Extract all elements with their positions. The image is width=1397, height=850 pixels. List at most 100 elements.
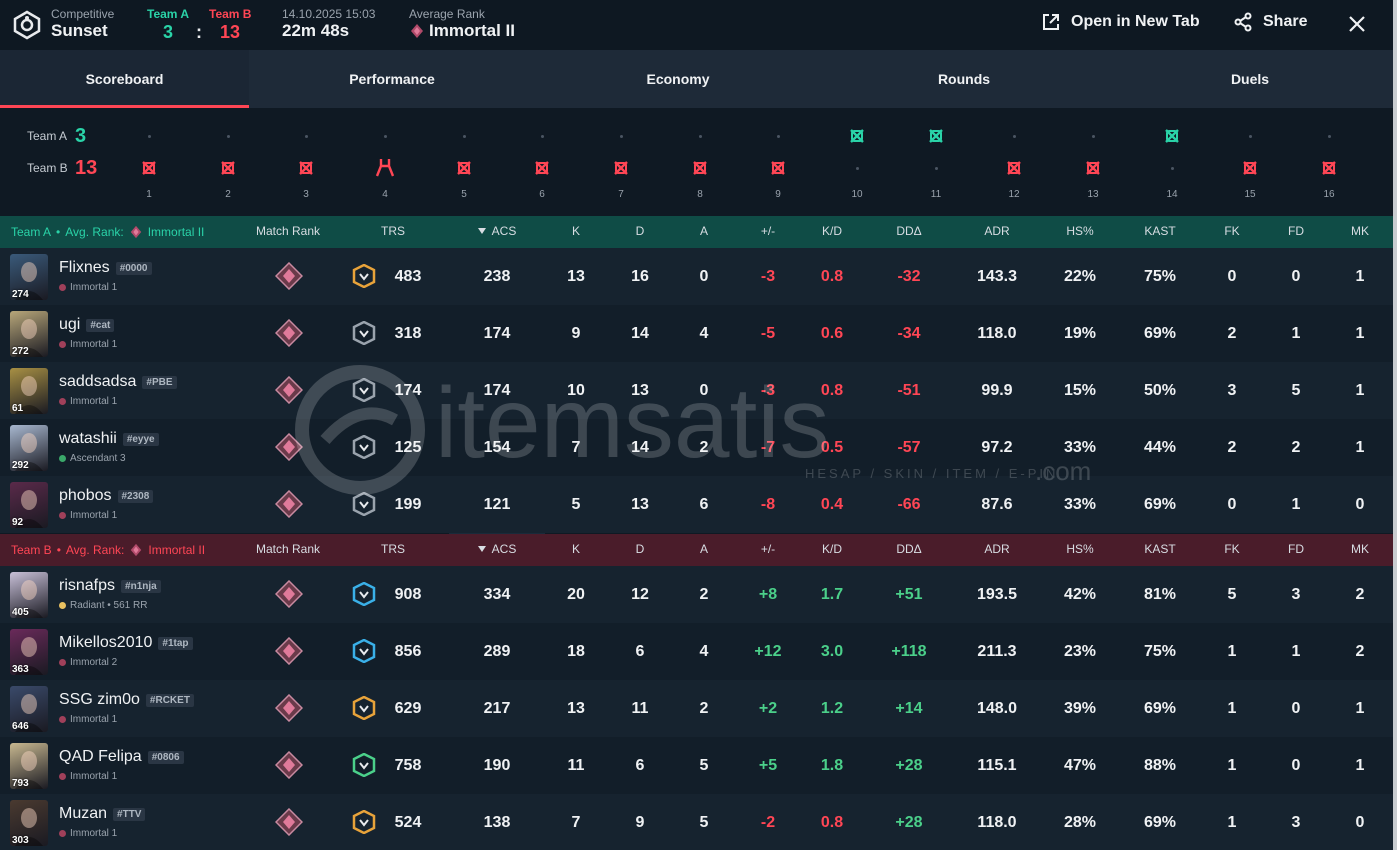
round-10[interactable]: 10 [842,108,872,216]
scrollbar[interactable] [1393,0,1397,850]
player-name[interactable]: Muzan #TTV [59,805,146,823]
round-9[interactable]: 9 [763,108,793,216]
round-2[interactable]: 2 [213,108,243,216]
column-header-plus-minus[interactable]: +/- [760,224,776,238]
player-name[interactable]: ugi #cat [59,316,115,334]
column-header-kd[interactable]: K/D [821,224,842,238]
round-13[interactable]: 13 [1078,108,1108,216]
column-header-match-rank[interactable]: Match Rank [255,224,321,238]
column-header-a[interactable]: A [699,542,708,556]
round-16[interactable]: 16 [1314,108,1344,216]
column-header-adr[interactable]: ADR [984,224,1010,238]
player-name[interactable]: QAD Felipa #0806 [59,748,184,766]
round-12[interactable]: 12 [999,108,1029,216]
column-header-d[interactable]: D [635,224,645,238]
round-11[interactable]: 11 [921,108,951,216]
timeline-team-b-label: Team B [27,161,68,175]
round-7[interactable]: 7 [606,108,636,216]
stat-trs: 758 [394,756,422,774]
player-row[interactable]: 61 saddsadsa #PBE Immortal 1 174 174 10 13 0 -3 0.… [0,362,1393,419]
column-header-k[interactable]: K [571,224,580,238]
column-header-dd-delta[interactable]: DDΔ [896,224,922,238]
rank-icon [59,659,66,666]
share-button[interactable]: Share [1233,12,1307,32]
stat-adr: 211.3 [977,642,1017,660]
stat-kast: 69% [1143,699,1177,717]
stat-d: 6 [635,756,645,774]
share-icon [1234,12,1252,32]
player-name[interactable]: watashii #eyye [59,430,159,448]
column-header-plus-minus[interactable]: +/- [760,542,776,556]
column-header-trs[interactable]: TRS [381,542,405,556]
player-row[interactable]: 274 Flixnes #0000 Immortal 1 483 238 13 16 0 -3 0.… [0,248,1393,305]
tab-scoreboard[interactable]: Scoreboard [0,50,249,108]
round-5[interactable]: 5 [449,108,479,216]
team-a-round-result [370,124,400,148]
team-b-avg-rank-label: Avg. Rank: [65,543,125,557]
elimination-icon [221,161,235,175]
player-name[interactable]: SSG zim0o #RCKET [59,691,194,709]
column-header-kd[interactable]: K/D [821,542,842,556]
round-number: 3 [303,189,309,200]
round-6[interactable]: 6 [527,108,557,216]
stat-hs: 22% [1063,267,1097,285]
player-row[interactable]: 303 Muzan #TTV Immortal 1 524 138 7 9 5 -2 0.8 +28 1… [0,794,1393,850]
stat-hs: 33% [1063,438,1097,456]
player-name[interactable]: saddsadsa #PBE [59,373,177,391]
round-1[interactable]: 1 [134,108,164,216]
column-header-acs[interactable]: ACS [462,542,532,556]
player-row[interactable]: 292 watashii #eyye Ascendant 3 125 154 7 14 2 -7 0… [0,419,1393,476]
column-header-d[interactable]: D [635,542,645,556]
agent-portrait-icon [15,694,43,732]
player-name[interactable]: phobos #2308 [59,487,154,505]
player-row[interactable]: 272 ugi #cat Immortal 1 318 174 9 14 4 -5 0.6 -34 11… [0,305,1393,362]
player-name[interactable]: risnafps #n1nja [59,577,161,595]
rank-icon [59,398,66,405]
stat-d: 9 [635,813,645,831]
stat-fk: 0 [1227,267,1237,285]
tab-performance[interactable]: Performance [349,71,435,87]
column-header-hs[interactable]: HS% [1066,542,1094,556]
round-4[interactable]: 4 [370,108,400,216]
close-icon[interactable] [1347,14,1367,34]
player-row[interactable]: 646 SSG zim0o #RCKET Immortal 1 629 217 13 11 2 +… [0,680,1393,737]
column-header-hs[interactable]: HS% [1066,224,1094,238]
player-row[interactable]: 405 risnafps #n1nja Radiant • 561 RR 908 334 2… [0,566,1393,623]
stat-dd-delta: +28 [895,756,923,774]
column-header-fk[interactable]: FK [1224,542,1240,556]
column-header-match-rank[interactable]: Match Rank [255,542,321,556]
player-row[interactable]: 92 phobos #2308 Immortal 1 199 121 5 13 6 -8 0.4 -6… [0,476,1393,533]
column-header-dd-delta[interactable]: DDΔ [896,542,922,556]
team-b-header: Team B • Avg. Rank: Immortal II Match Ra… [0,534,1393,566]
column-header-mk[interactable]: MK [1351,224,1369,238]
round-15[interactable]: 15 [1235,108,1265,216]
column-header-acs[interactable]: ACS [462,224,532,238]
player-name[interactable]: Flixnes #0000 [59,259,152,277]
column-header-mk[interactable]: MK [1351,542,1369,556]
column-header-fd[interactable]: FD [1288,542,1304,556]
player-name[interactable]: Mikellos2010 #1tap [59,634,193,652]
open-in-new-tab-button[interactable]: Open in New Tab [1041,12,1200,32]
stat-a: 5 [699,813,709,831]
column-header-trs[interactable]: TRS [381,224,405,238]
column-header-fd[interactable]: FD [1288,224,1304,238]
column-header-fk[interactable]: FK [1224,224,1240,238]
column-header-a[interactable]: A [699,224,708,238]
tab-rounds[interactable]: Rounds [937,71,991,87]
round-3[interactable]: 3 [291,108,321,216]
column-header-adr[interactable]: ADR [984,542,1010,556]
column-header-k[interactable]: K [571,542,580,556]
stat-k: 7 [571,813,581,831]
player-row[interactable]: 363 Mikellos2010 #1tap Immortal 2 856 289 18 6 4… [0,623,1393,680]
team-a-round-result [685,124,715,148]
column-header-kast[interactable]: KAST [1144,224,1176,238]
column-header-kast[interactable]: KAST [1144,542,1176,556]
round-14[interactable]: 14 [1157,108,1187,216]
round-8[interactable]: 8 [685,108,715,216]
stat-fd: 0 [1291,267,1301,285]
player-row[interactable]: 793 QAD Felipa #0806 Immortal 1 758 190 11 6 5 +5… [0,737,1393,794]
tab-duels[interactable]: Duels [1230,71,1270,87]
stat-mk: 1 [1355,756,1365,774]
tab-economy[interactable]: Economy [646,71,710,87]
stat-k: 13 [567,267,585,285]
